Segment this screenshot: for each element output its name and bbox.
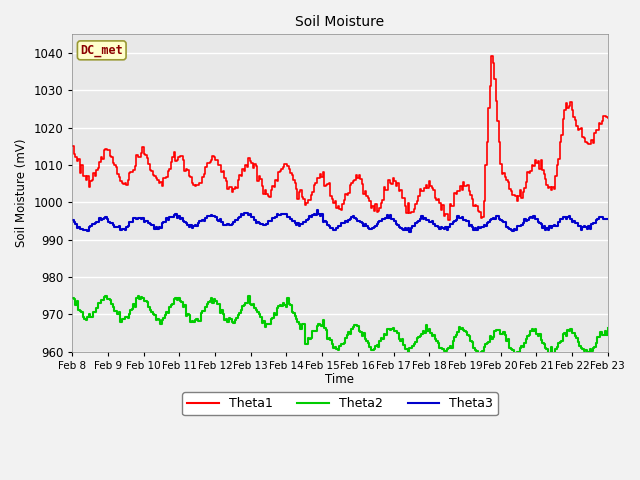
Theta1 xyxy=(68,143,76,149)
Theta3 xyxy=(303,217,310,223)
Line: Theta2: Theta2 xyxy=(72,296,607,355)
Line: Theta3: Theta3 xyxy=(72,210,607,232)
Legend: Theta1, Theta2, Theta3: Theta1, Theta2, Theta3 xyxy=(182,392,498,415)
Theta1 xyxy=(444,217,452,223)
Theta3 xyxy=(134,215,142,220)
Theta1 xyxy=(255,173,262,179)
Theta2 xyxy=(604,325,611,331)
Theta2 xyxy=(230,320,237,325)
Theta3 xyxy=(577,227,584,233)
Line: Theta1: Theta1 xyxy=(72,56,607,220)
Title: Soil Moisture: Soil Moisture xyxy=(296,15,385,29)
Theta2 xyxy=(101,293,109,299)
Theta3 xyxy=(604,216,611,222)
Theta2 xyxy=(68,295,76,300)
Theta3 xyxy=(255,220,262,226)
Theta2 xyxy=(248,302,255,308)
Theta1 xyxy=(246,158,253,164)
Theta1 xyxy=(577,125,584,131)
Theta2 xyxy=(257,314,264,320)
Y-axis label: Soil Moisture (mV): Soil Moisture (mV) xyxy=(15,139,28,247)
Theta2 xyxy=(550,352,558,358)
Theta2 xyxy=(304,335,312,341)
Theta1 xyxy=(134,154,142,160)
Theta3 xyxy=(406,229,413,235)
Theta2 xyxy=(577,345,584,350)
Theta1 xyxy=(604,116,611,121)
Text: DC_met: DC_met xyxy=(81,44,123,57)
Theta1 xyxy=(228,189,236,195)
Theta3 xyxy=(68,217,76,223)
Theta3 xyxy=(313,207,321,213)
Theta3 xyxy=(228,221,236,227)
Theta2 xyxy=(136,296,143,301)
Theta1 xyxy=(303,200,310,206)
Theta1 xyxy=(488,53,495,59)
X-axis label: Time: Time xyxy=(326,373,355,386)
Theta3 xyxy=(246,211,253,216)
